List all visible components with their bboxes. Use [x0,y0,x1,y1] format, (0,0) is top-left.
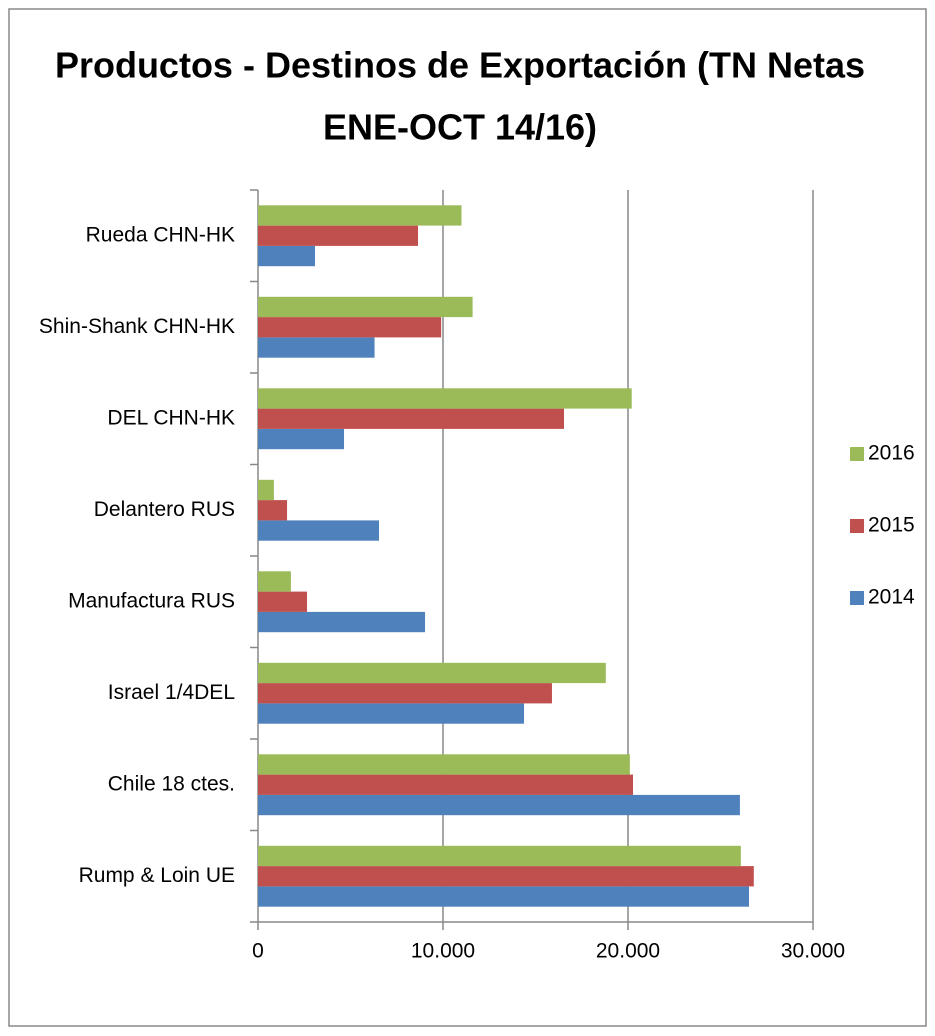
bar [258,591,308,612]
bar [258,571,291,592]
bar [258,388,632,409]
y-tick-label: Shin-Shank CHN-HK [39,315,235,338]
bar [258,754,630,775]
legend-label: 2016 [868,442,915,465]
chart-title: ENE-OCT 14/16) [323,107,597,148]
bar [258,479,274,501]
legend-label: 2014 [868,586,915,609]
y-tick-label: Rump & Loin UE [79,864,235,887]
legend-swatch [850,447,864,461]
bar [258,225,419,246]
x-tick-label: 10.000 [411,940,475,963]
x-tick-label: 0 [252,940,264,963]
bar [258,683,552,704]
bar [258,703,525,724]
legend-label: 2015 [868,514,915,537]
bar [258,662,606,684]
x-tick-label: 30.000 [781,940,845,963]
y-tick-label: Delantero RUS [94,498,235,521]
bar [258,886,749,907]
y-tick-label: Chile 18 ctes. [108,772,235,795]
bar [258,428,345,450]
bar [258,337,375,358]
bar [258,205,462,226]
legend-swatch [850,519,864,533]
bar [258,317,442,338]
bar [258,845,741,867]
bar [258,794,740,816]
bar [258,866,754,887]
y-tick-label: Rueda CHN-HK [86,223,235,246]
y-tick-label: Israel 1/4DEL [108,681,235,704]
bar [258,245,315,267]
bar [258,500,288,521]
bar [258,408,564,429]
y-tick-label: DEL CHN-HK [107,406,235,429]
bar [258,611,426,633]
chart-title: Productos - Destinos de Exportación (TN … [55,45,865,86]
y-tick-label: Manufactura RUS [68,589,235,612]
bar [258,774,633,795]
x-tick-label: 20.000 [596,940,660,963]
bar [258,296,473,318]
legend-swatch [850,591,864,605]
bar [258,520,379,541]
